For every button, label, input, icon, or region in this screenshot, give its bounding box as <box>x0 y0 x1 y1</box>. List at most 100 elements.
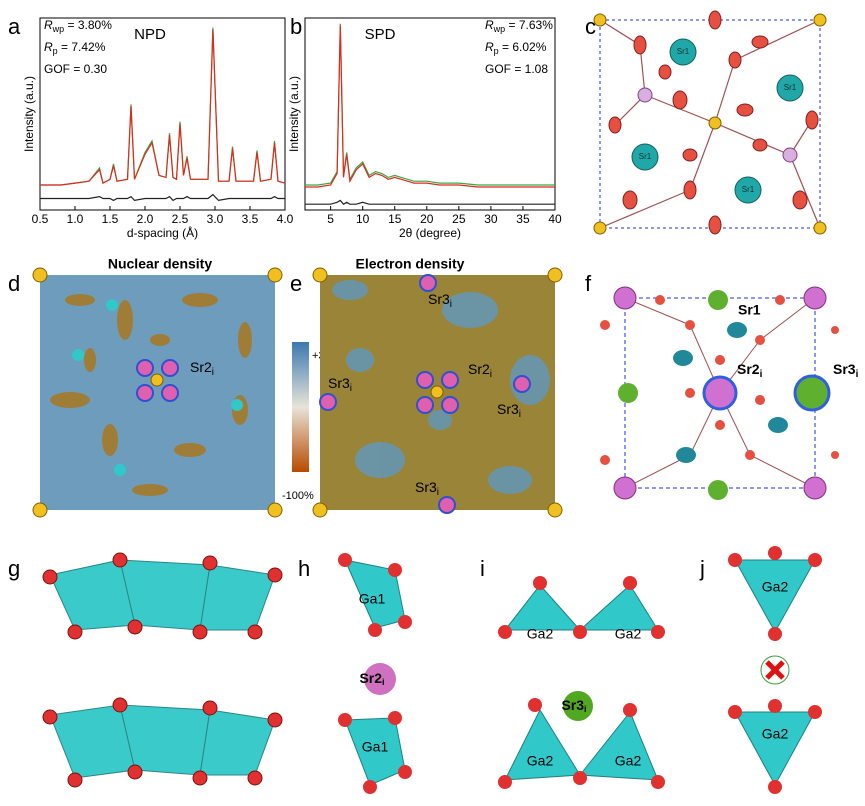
annotation-subscript: p <box>494 46 499 56</box>
x-tick-label: 15 <box>388 212 402 226</box>
density-blobs <box>332 280 550 494</box>
green-atoms <box>618 290 728 500</box>
sr1-atoms <box>673 322 788 463</box>
annotation-symbol: R <box>485 40 494 54</box>
sr-atoms <box>312 267 563 518</box>
panel-letter: f <box>585 271 592 296</box>
panel-title: Nuclear density <box>108 256 212 272</box>
site-label: Ga2 <box>762 726 789 742</box>
sr1-atoms <box>72 299 243 476</box>
site-label: Ga2 <box>527 626 554 642</box>
site-label: Ga1 <box>359 591 386 607</box>
site-label: Sr2i <box>737 361 763 380</box>
annotation-text: = 6.02% <box>499 40 547 54</box>
panel-j: Ga2 Ga2 <box>728 546 822 794</box>
site-label: Sr3i <box>497 401 521 420</box>
density-blobs <box>50 293 252 496</box>
site-label: Sr2i <box>468 361 492 380</box>
atom-label: Sr1 <box>742 185 755 194</box>
panel-letter: c <box>585 14 596 39</box>
x-tick-label: 2.0 <box>137 212 154 226</box>
panel-letter: i <box>480 556 485 581</box>
oxygen-atoms <box>728 546 822 794</box>
panel-letter: e <box>290 271 302 296</box>
x-axis-label: 2θ (degree) <box>399 226 461 240</box>
site-label: Sr1 <box>738 302 761 318</box>
oxygen-atoms <box>338 553 412 794</box>
site-label: Sr2i <box>359 670 384 688</box>
x-tick-label: 35 <box>516 212 530 226</box>
ga-atoms <box>613 286 827 500</box>
annotation: GOF = 0.30 <box>44 62 107 76</box>
series-line <box>40 193 285 202</box>
site-label: Ga2 <box>615 753 642 769</box>
site-label: Sr3i <box>328 375 352 394</box>
annotation: Rp = 6.02% <box>485 40 547 56</box>
site-label: Sr3i <box>561 697 586 715</box>
x-tick-label: 3.0 <box>207 212 224 226</box>
annotation-text: = 3.80% <box>64 18 112 32</box>
tetrahedron <box>734 711 816 787</box>
site-label: Sr3i <box>833 361 859 380</box>
sr-atoms <box>32 267 283 518</box>
site-label: Ga2 <box>527 753 554 769</box>
x-tick-label: 2.5 <box>172 212 189 226</box>
annotation-text: = 7.63% <box>505 18 553 32</box>
panel-g <box>49 559 276 779</box>
atom-label: Sr1 <box>677 47 690 56</box>
sr3i-atom <box>563 691 593 721</box>
x-tick-label: 25 <box>452 212 466 226</box>
panel-h: Ga1 Sr2i Ga1 <box>338 553 412 794</box>
oxygen-atoms <box>498 576 665 789</box>
panel-letter: h <box>298 556 310 581</box>
site-label: Ga2 <box>615 626 642 642</box>
panel-letter: a <box>8 14 21 39</box>
oxygen-atoms <box>42 552 283 788</box>
annotation: Rp = 7.42% <box>44 40 106 56</box>
atom-label: Sr1 <box>784 83 797 92</box>
x-tick-label: 20 <box>420 212 434 226</box>
y-axis-label: Intensity (a.u.) <box>287 76 301 152</box>
ga-atoms <box>637 87 798 163</box>
colorbar-label: -100% <box>282 490 314 502</box>
oxygen-atoms <box>600 295 839 465</box>
series-line <box>305 25 555 188</box>
annotation-symbol: R <box>485 18 494 32</box>
plot-frame <box>304 17 556 211</box>
sr-corner-atoms <box>593 13 827 235</box>
annotation-subscript: wp <box>493 24 506 34</box>
annotation-symbol: R <box>44 40 53 54</box>
density-map <box>40 275 275 510</box>
annotation: Rwp = 7.63% <box>485 18 553 34</box>
sr-sites <box>319 274 531 514</box>
x-axis-label: d-spacing (Å) <box>127 225 198 240</box>
panel-d: Nuclear density Sr2i +35.6% -100% <box>32 256 350 518</box>
site-label: Ga2 <box>762 579 789 595</box>
x-tick-label: 40 <box>548 212 562 226</box>
plot-frame <box>39 17 286 211</box>
tetrahedra <box>503 584 659 781</box>
atom-label: Sr1 <box>639 152 652 161</box>
x-tick-label: 3.5 <box>242 212 259 226</box>
site-label: Sr2i <box>190 359 214 378</box>
annotation: GOF = 1.08 <box>485 62 548 76</box>
annotation-symbol: R <box>44 18 53 32</box>
colorbar <box>292 342 309 472</box>
oxygen-atoms <box>608 10 819 235</box>
annotation-text: = 7.42% <box>58 40 106 54</box>
x-tick-label: 0.5 <box>32 212 49 226</box>
panel-i: Ga2 Ga2 Sr3i Ga2 Ga2 <box>498 576 665 789</box>
series-line <box>40 29 286 186</box>
panel-letter: b <box>290 14 302 39</box>
panel-letters: a b c d e f g h i j <box>8 14 705 581</box>
sr2i-sites <box>136 359 179 402</box>
sr1-atoms <box>631 38 804 204</box>
x-tick-label: 4.0 <box>277 212 294 226</box>
tetrahedron <box>734 559 816 634</box>
panel-c: Sr1 Sr1 Sr1 Sr1 <box>593 10 827 235</box>
panel-title: Electron density <box>356 256 465 272</box>
site-label: Sr3i <box>428 291 452 310</box>
series-line <box>305 23 555 186</box>
annotation-subscript: p <box>53 46 58 56</box>
